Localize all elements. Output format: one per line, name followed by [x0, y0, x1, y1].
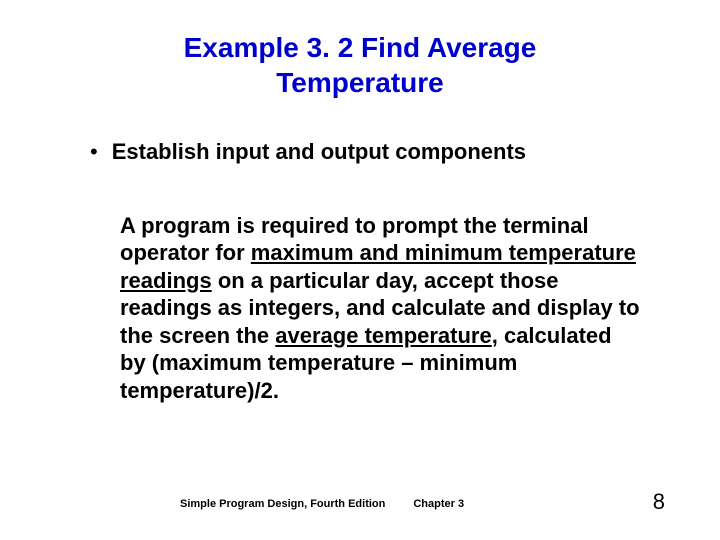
bullet-dot-icon: • — [90, 138, 98, 167]
slide-container: Example 3. 2 Find Average Temperature • … — [0, 0, 720, 540]
body-underline-2: average temperature — [275, 323, 491, 348]
slide-title: Example 3. 2 Find Average Temperature — [60, 30, 660, 100]
title-line-1: Example 3. 2 Find Average — [60, 30, 660, 65]
page-number: 8 — [653, 489, 665, 515]
body-paragraph: A program is required to prompt the term… — [120, 212, 640, 405]
bullet-text: Establish input and output components — [112, 138, 526, 167]
footer-chapter: Chapter 3 — [413, 498, 464, 510]
footer: Simple Program Design, Fourth Edition Ch… — [0, 498, 720, 510]
bullet-item: • Establish input and output components — [90, 138, 660, 167]
title-line-2: Temperature — [60, 65, 660, 100]
footer-book-title: Simple Program Design, Fourth Edition — [180, 498, 385, 510]
